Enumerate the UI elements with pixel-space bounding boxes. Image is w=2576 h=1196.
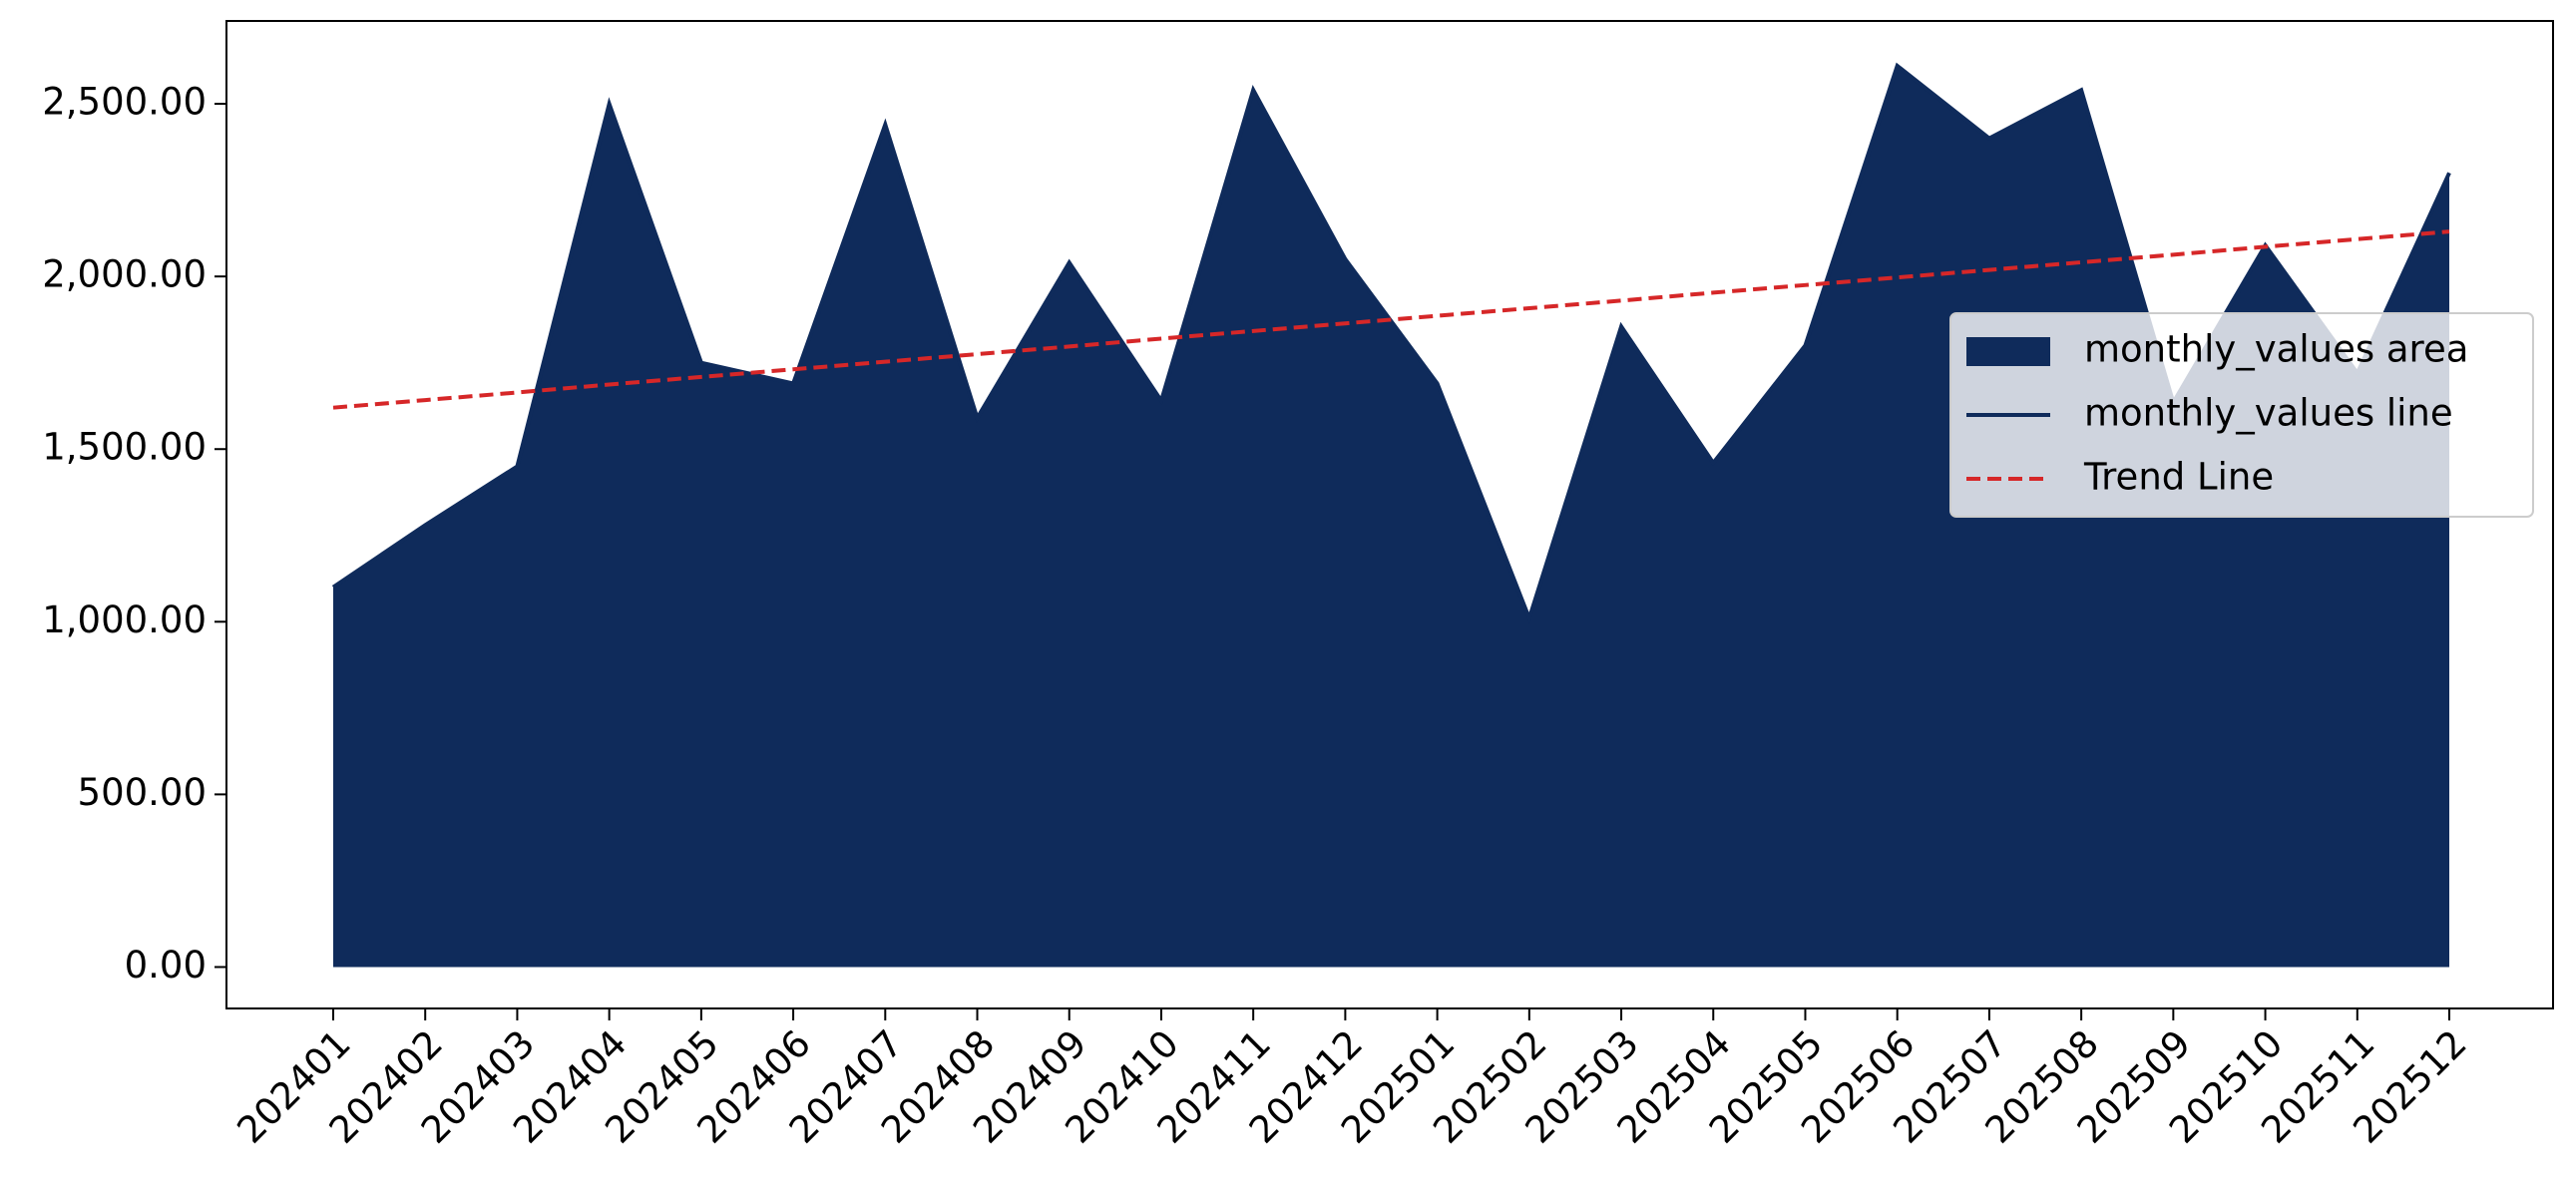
y-tick-label: 0.00	[125, 944, 207, 987]
area	[333, 66, 2449, 968]
trend-line	[332, 229, 2450, 410]
plot-frame	[225, 20, 2554, 1009]
y-tick-label: 2,000.00	[42, 253, 207, 296]
legend-label: Trend Line	[2083, 456, 2274, 499]
y-tick-label: 2,500.00	[42, 81, 207, 124]
legend-label: monthly_values area	[2084, 328, 2468, 371]
legend-label: monthly_values line	[2084, 392, 2453, 435]
line	[331, 62, 2451, 624]
legend: monthly_values area monthly_values line Tr…	[1949, 312, 2534, 518]
y-tick-label: 1,500.00	[42, 426, 207, 469]
legend-box	[1949, 312, 2534, 518]
y-tick-label: 500.00	[78, 771, 207, 814]
legend-swatch	[1966, 337, 2050, 366]
y-tick-label: 1,000.00	[42, 598, 207, 641]
